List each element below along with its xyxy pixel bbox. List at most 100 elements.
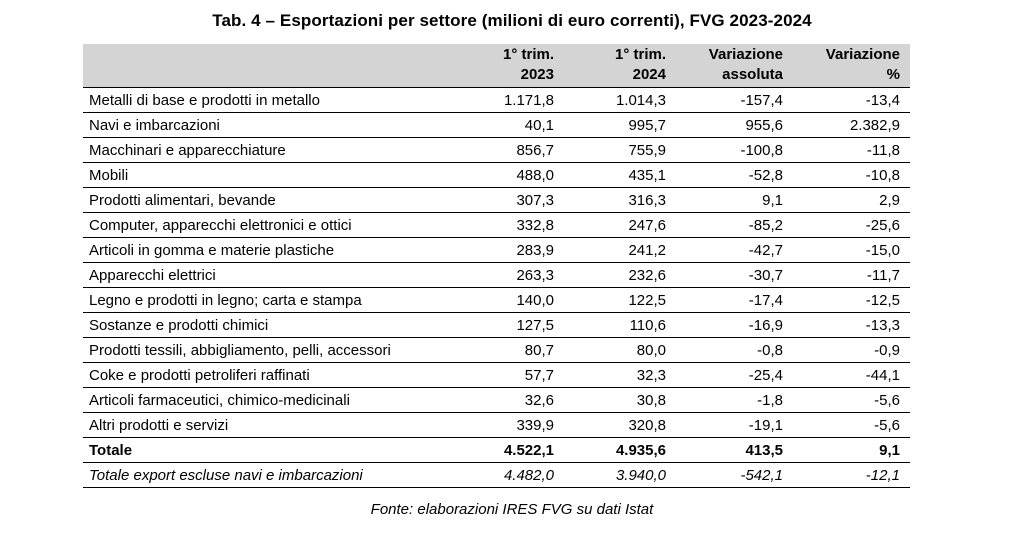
total-2024: 4.935,6 xyxy=(564,437,676,463)
row-pct: -25,6 xyxy=(793,212,910,238)
row-pct: -15,0 xyxy=(793,237,910,263)
row-2024: 247,6 xyxy=(564,212,676,238)
total-row: Totale 4.522,1 4.935,6 413,5 9,1 xyxy=(83,437,910,463)
row-label: Apparecchi elettrici xyxy=(83,262,454,288)
total-excl-row: Totale export escluse navi e imbarcazion… xyxy=(83,462,910,488)
header-q1-2024: 1° trim. 2024 xyxy=(564,44,676,88)
table-row: Coke e prodotti petroliferi raffinati 57,… xyxy=(83,362,910,388)
row-abs: 9,1 xyxy=(676,187,793,213)
table-header: 1° trim. 2023 1° trim. 2024 Variazione asso… xyxy=(83,44,910,88)
row-2023: 856,7 xyxy=(454,137,564,163)
table-row: Prodotti tessili, abbigliamento, pelli, … xyxy=(83,337,910,363)
row-2024: 30,8 xyxy=(564,387,676,413)
row-pct: -13,4 xyxy=(793,87,910,113)
row-2023: 57,7 xyxy=(454,362,564,388)
table-row: Computer, apparecchi elettronici e ottic… xyxy=(83,212,910,238)
row-label: Prodotti tessili, abbigliamento, pelli, … xyxy=(83,337,454,363)
row-pct: -11,7 xyxy=(793,262,910,288)
header-abs-change: Variazione assoluta xyxy=(676,44,793,88)
row-pct: -44,1 xyxy=(793,362,910,388)
table-body: Metalli di base e prodotti in metallo 1.1… xyxy=(83,87,910,488)
row-abs: -19,1 xyxy=(676,412,793,438)
row-2024: 110,6 xyxy=(564,312,676,338)
source-note: Fonte: elaborazioni IRES FVG su dati Ist… xyxy=(370,501,654,518)
row-pct: -12,5 xyxy=(793,287,910,313)
row-abs: -25,4 xyxy=(676,362,793,388)
row-abs: -1,8 xyxy=(676,387,793,413)
row-abs: -52,8 xyxy=(676,162,793,188)
row-label: Altri prodotti e servizi xyxy=(83,412,454,438)
table-row: Articoli in gomma e materie plastiche 283… xyxy=(83,237,910,263)
row-label: Macchinari e apparecchiature xyxy=(83,137,454,163)
exports-table: 1° trim. 2023 1° trim. 2024 Variazione asso… xyxy=(83,44,910,488)
total-excl-2024: 3.940,0 xyxy=(564,462,676,488)
row-2023: 339,9 xyxy=(454,412,564,438)
row-2023: 127,5 xyxy=(454,312,564,338)
header-pct-change: Variazione% xyxy=(793,44,910,88)
table-row: Altri prodotti e servizi 339,9 320,8 -19,1-… xyxy=(83,412,910,438)
row-2024: 755,9 xyxy=(564,137,676,163)
row-label: Navi e imbarcazioni xyxy=(83,112,454,138)
total-excl-abs: -542,1 xyxy=(676,462,793,488)
row-abs: -157,4 xyxy=(676,87,793,113)
row-abs: -16,9 xyxy=(676,312,793,338)
row-label: Metalli di base e prodotti in metallo xyxy=(83,87,454,113)
row-pct: 2.382,9 xyxy=(793,112,910,138)
header-sector xyxy=(83,44,454,88)
table-row: Metalli di base e prodotti in metallo 1.1… xyxy=(83,87,910,113)
row-pct: 2,9 xyxy=(793,187,910,213)
row-label: Computer, apparecchi elettronici e ottic… xyxy=(83,212,454,238)
row-label: Articoli farmaceutici, chimico-medicinal… xyxy=(83,387,454,413)
total-abs: 413,5 xyxy=(676,437,793,463)
row-abs: -85,2 xyxy=(676,212,793,238)
row-abs: -30,7 xyxy=(676,262,793,288)
row-label: Legno e prodotti in legno; carta e stamp… xyxy=(83,287,454,313)
table-row: Navi e imbarcazioni 40,1 995,7 955,6 2.382,9 xyxy=(83,112,910,138)
table-row: Mobili 488,0 435,1 -52,8 -10,8 xyxy=(83,162,910,188)
row-2023: 40,1 xyxy=(454,112,564,138)
row-2023: 307,3 xyxy=(454,187,564,213)
row-label: Prodotti alimentari, bevande xyxy=(83,187,454,213)
header-row: 1° trim. 2023 1° trim. 2024 Variazione asso… xyxy=(83,44,910,88)
total-2023: 4.522,1 xyxy=(454,437,564,463)
row-abs: -17,4 xyxy=(676,287,793,313)
row-2023: 488,0 xyxy=(454,162,564,188)
row-2024: 995,7 xyxy=(564,112,676,138)
row-pct: -5,6 xyxy=(793,412,910,438)
row-2024: 241,2 xyxy=(564,237,676,263)
row-2023: 263,3 xyxy=(454,262,564,288)
row-label: Articoli in gomma e materie plastiche xyxy=(83,237,454,263)
table-row: Articoli farmaceutici, chimico-medicinal… xyxy=(83,387,910,413)
row-2024: 435,1 xyxy=(564,162,676,188)
row-abs: 955,6 xyxy=(676,112,793,138)
row-2023: 80,7 xyxy=(454,337,564,363)
row-pct: -0,9 xyxy=(793,337,910,363)
table-row: Prodotti alimentari, bevande 307,3 316,3 9,… xyxy=(83,187,910,213)
row-abs: -42,7 xyxy=(676,237,793,263)
table-row: Macchinari e apparecchiature 856,7 755,9 -1… xyxy=(83,137,910,163)
row-2023: 332,8 xyxy=(454,212,564,238)
total-excl-2023: 4.482,0 xyxy=(454,462,564,488)
row-2023: 32,6 xyxy=(454,387,564,413)
row-2024: 80,0 xyxy=(564,337,676,363)
row-2023: 140,0 xyxy=(454,287,564,313)
row-pct: -13,3 xyxy=(793,312,910,338)
row-2024: 232,6 xyxy=(564,262,676,288)
row-2024: 1.014,3 xyxy=(564,87,676,113)
header-q1-2023: 1° trim. 2023 xyxy=(454,44,564,88)
row-label: Sostanze e prodotti chimici xyxy=(83,312,454,338)
table-row: Sostanze e prodotti chimici 127,5 110,6 -16… xyxy=(83,312,910,338)
row-2024: 320,8 xyxy=(564,412,676,438)
row-2024: 122,5 xyxy=(564,287,676,313)
row-abs: -100,8 xyxy=(676,137,793,163)
table-row: Legno e prodotti in legno; carta e stamp… xyxy=(83,287,910,313)
total-excl-label: Totale export escluse navi e imbarcazion… xyxy=(83,462,454,488)
row-pct: -5,6 xyxy=(793,387,910,413)
row-label: Mobili xyxy=(83,162,454,188)
row-abs: -0,8 xyxy=(676,337,793,363)
row-2023: 283,9 xyxy=(454,237,564,263)
row-2024: 316,3 xyxy=(564,187,676,213)
row-pct: -10,8 xyxy=(793,162,910,188)
total-pct: 9,1 xyxy=(793,437,910,463)
table-row: Apparecchi elettrici 263,3 232,6 -30,7 -11,7 xyxy=(83,262,910,288)
